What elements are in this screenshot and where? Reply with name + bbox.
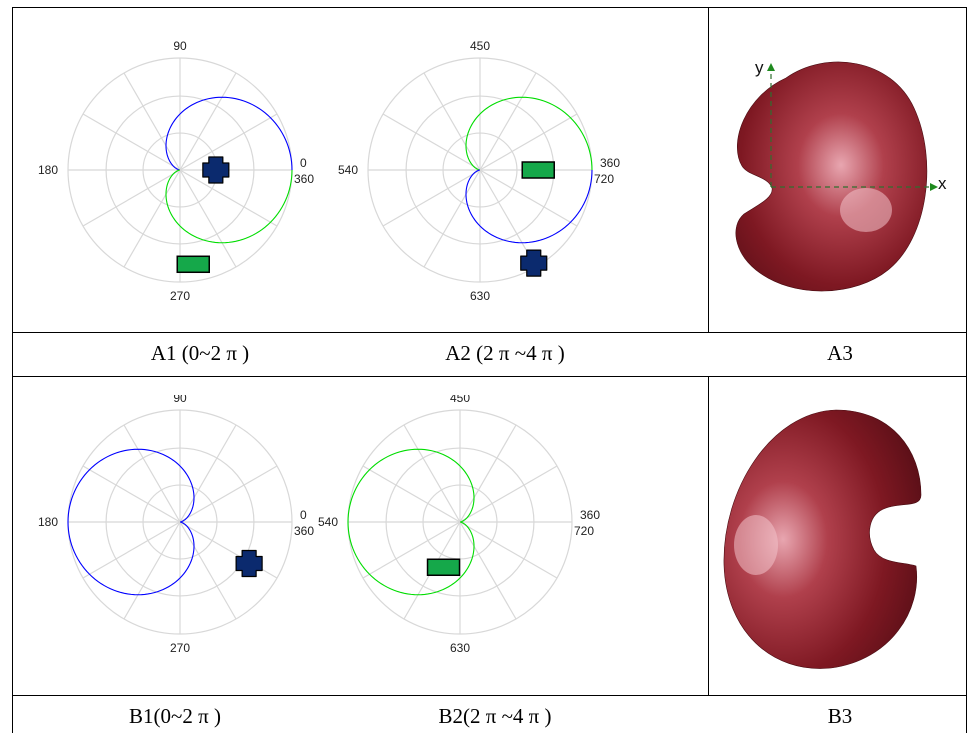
caption-a3: A3 (810, 341, 870, 366)
table-border-top (12, 7, 967, 8)
grid-spoke (383, 114, 480, 170)
table-border-row-b (12, 695, 967, 696)
kidney-render-a3: yx (716, 30, 956, 320)
tick-label-bottom: 270 (170, 641, 190, 655)
grid-spoke (180, 170, 236, 267)
tick-label-right-top: 360 (580, 508, 600, 522)
grid-spoke (83, 114, 180, 170)
tick-label-top: 450 (470, 39, 490, 53)
marker-rect (428, 559, 460, 575)
x-axis-label: x (938, 174, 947, 193)
grid-spoke (180, 466, 277, 522)
marker-cross (236, 551, 262, 577)
grid-spoke (180, 425, 236, 522)
kidney-highlight (840, 188, 892, 232)
polar-plot-a2: 450 630 540 360 720 (330, 30, 650, 320)
caption-b1: B1(0~2 π ) (100, 704, 250, 729)
tick-label-right-top: 0 (300, 508, 307, 522)
tick-label-left: 540 (338, 163, 358, 177)
marker-cross (203, 157, 229, 183)
caption-a2: A2 (2 π ~4 π ) (430, 341, 580, 366)
grid-spoke (460, 466, 557, 522)
grid-spoke (180, 73, 236, 170)
grid-spoke (124, 522, 180, 619)
grid-spoke (83, 466, 180, 522)
tick-label-right-top: 360 (600, 156, 620, 170)
table-divider-a (708, 7, 709, 333)
grid-spoke (180, 170, 277, 226)
marker-rect (522, 162, 554, 178)
kidney-render-b3 (716, 390, 956, 690)
table-border-right (966, 7, 967, 733)
table-border-caption-a (12, 376, 967, 377)
grid-spoke (460, 522, 557, 578)
tick-label-top: 90 (173, 39, 187, 53)
grid-spoke (404, 425, 460, 522)
grid-spoke (124, 170, 180, 267)
tick-label-left: 540 (318, 515, 338, 529)
tick-label-right-bottom: 720 (594, 172, 614, 186)
tick-label-bottom: 630 (450, 641, 470, 655)
tick-label-right-top: 0 (300, 156, 307, 170)
table-border-row-a (12, 332, 967, 333)
tick-label-bottom: 270 (170, 289, 190, 303)
polar-plot-b2: 450 630 540 360 720 (310, 395, 630, 685)
grid-spoke (480, 73, 536, 170)
tick-label-top: 450 (450, 395, 470, 405)
marker-rect (177, 256, 209, 272)
tick-label-top: 90 (173, 395, 187, 405)
tick-label-left: 180 (38, 515, 58, 529)
table-border-left (12, 7, 13, 733)
caption-b3: B3 (810, 704, 870, 729)
grid-spoke (180, 114, 277, 170)
grid-spoke (83, 522, 180, 578)
grid-spoke (83, 170, 180, 226)
grid-spoke (424, 170, 480, 267)
tick-label-bottom: 630 (470, 289, 490, 303)
caption-b2: B2(2 π ~4 π ) (420, 704, 570, 729)
y-axis-arrow (767, 63, 775, 71)
grid-spoke (124, 73, 180, 170)
tick-label-right-bottom: 720 (574, 524, 594, 538)
grid-spoke (460, 425, 516, 522)
polar-plot-a1: 90 270 180 0 360 (20, 30, 350, 320)
grid-spoke (180, 522, 236, 619)
caption-a1: A1 (0~2 π ) (130, 341, 270, 366)
kidney-highlight (734, 515, 778, 575)
x-axis-arrow (930, 183, 938, 191)
y-axis-label: y (755, 58, 764, 77)
tick-label-left: 180 (38, 163, 58, 177)
grid-spoke (363, 466, 460, 522)
tick-label-right-bottom: 360 (294, 172, 314, 186)
grid-spoke (424, 73, 480, 170)
grid-spoke (460, 522, 516, 619)
grid-spoke (124, 425, 180, 522)
table-divider-b (708, 376, 709, 696)
grid-spoke (383, 170, 480, 226)
kidney-body (736, 62, 927, 291)
